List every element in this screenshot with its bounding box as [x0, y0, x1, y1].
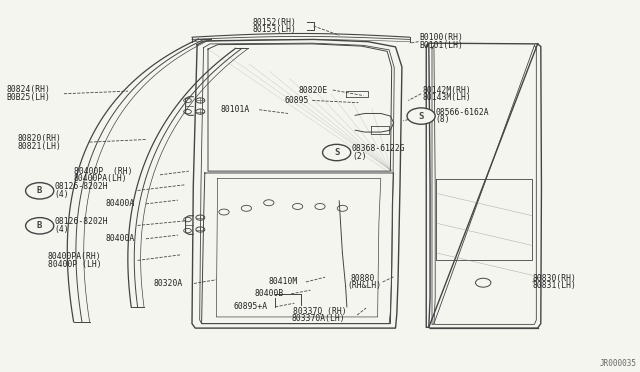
- Text: 80820(RH): 80820(RH): [18, 134, 62, 142]
- Text: 08126-8202H: 08126-8202H: [54, 182, 108, 191]
- Text: 08368-6122G: 08368-6122G: [352, 144, 406, 153]
- Text: 80400PA(RH): 80400PA(RH): [48, 252, 102, 261]
- Text: 80821(LH): 80821(LH): [18, 142, 62, 151]
- Text: 80400A: 80400A: [106, 234, 135, 243]
- Text: 80400P (LH): 80400P (LH): [48, 260, 102, 269]
- Text: S: S: [334, 148, 339, 157]
- Text: S: S: [419, 112, 424, 121]
- Text: B0B25(LH): B0B25(LH): [6, 93, 51, 102]
- Text: (2): (2): [352, 152, 367, 161]
- Text: 80820E: 80820E: [299, 86, 328, 94]
- Text: 80400P  (RH): 80400P (RH): [74, 167, 132, 176]
- Text: 60895: 60895: [285, 96, 309, 105]
- Text: 80400B: 80400B: [255, 289, 284, 298]
- Text: 80830(RH): 80830(RH): [532, 274, 577, 283]
- Text: B0101(LH): B0101(LH): [419, 41, 463, 50]
- Text: (4): (4): [54, 225, 69, 234]
- Text: B: B: [37, 221, 42, 230]
- Text: (4): (4): [54, 190, 69, 199]
- Text: 80320A: 80320A: [154, 279, 183, 288]
- Text: 08126-8202H: 08126-8202H: [54, 217, 108, 226]
- Text: 80142M(RH): 80142M(RH): [422, 86, 471, 94]
- Text: 80143M(LH): 80143M(LH): [422, 93, 471, 102]
- Text: 803370A(LH): 803370A(LH): [291, 314, 345, 323]
- Text: 80337Q (RH): 80337Q (RH): [293, 307, 347, 316]
- Text: (RH&LH): (RH&LH): [347, 281, 381, 290]
- Text: 60895+A: 60895+A: [234, 302, 268, 311]
- Text: 80152(RH): 80152(RH): [253, 18, 297, 27]
- Circle shape: [26, 218, 54, 234]
- Text: B: B: [37, 186, 42, 195]
- Text: (8): (8): [435, 115, 450, 124]
- Circle shape: [407, 108, 435, 124]
- Text: JR000035: JR000035: [600, 359, 637, 368]
- Text: 80153(LH): 80153(LH): [253, 25, 297, 34]
- Text: 80410M: 80410M: [269, 278, 298, 286]
- Text: 80831(LH): 80831(LH): [532, 281, 577, 290]
- Text: B0100(RH): B0100(RH): [419, 33, 463, 42]
- Text: 80400A: 80400A: [106, 199, 135, 208]
- Text: 80400PA(LH): 80400PA(LH): [74, 174, 127, 183]
- Text: 80101A: 80101A: [221, 105, 250, 114]
- Text: 08566-6162A: 08566-6162A: [435, 108, 489, 117]
- Circle shape: [26, 183, 54, 199]
- Text: 80880: 80880: [351, 274, 375, 283]
- Circle shape: [323, 144, 351, 161]
- Text: 80824(RH): 80824(RH): [6, 85, 51, 94]
